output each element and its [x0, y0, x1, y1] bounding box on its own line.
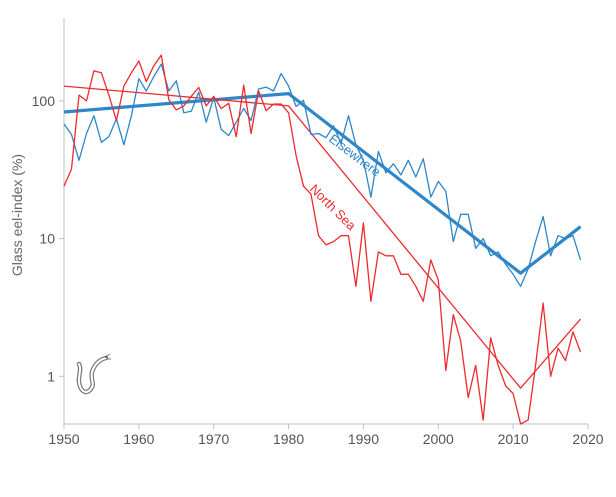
- series-layer: [63, 54, 582, 425]
- x-tick-label: 1960: [123, 431, 154, 447]
- y-axis-title: Glass eel-index (%): [9, 154, 25, 276]
- series-line-elsewhere: [63, 63, 582, 287]
- series-label-elsewhere: Elsewhere: [326, 131, 384, 180]
- trend-line-north-sea: [63, 85, 581, 389]
- x-tick-label: 1980: [273, 431, 304, 447]
- x-tick-label: 1970: [198, 431, 229, 447]
- x-tick-label: 2000: [423, 431, 454, 447]
- x-tick-label: 1950: [48, 431, 79, 447]
- series-label-north-sea: North Sea: [307, 181, 360, 234]
- y-tick-label: 10: [39, 231, 55, 247]
- series-line-north-sea: [63, 54, 582, 425]
- trend-line-elsewhere: [63, 92, 582, 275]
- y-tick-label: 1: [47, 368, 55, 384]
- x-tick-label: 2010: [498, 431, 529, 447]
- x-tick-label: 1990: [348, 431, 379, 447]
- axes: 1950 1960 1970 1980 1990 2000 2010 2020 1 10 100: [32, 18, 604, 447]
- y-tick-label: 100: [32, 93, 56, 109]
- x-tick-label: 2020: [572, 431, 603, 447]
- eel-icon: [76, 353, 111, 395]
